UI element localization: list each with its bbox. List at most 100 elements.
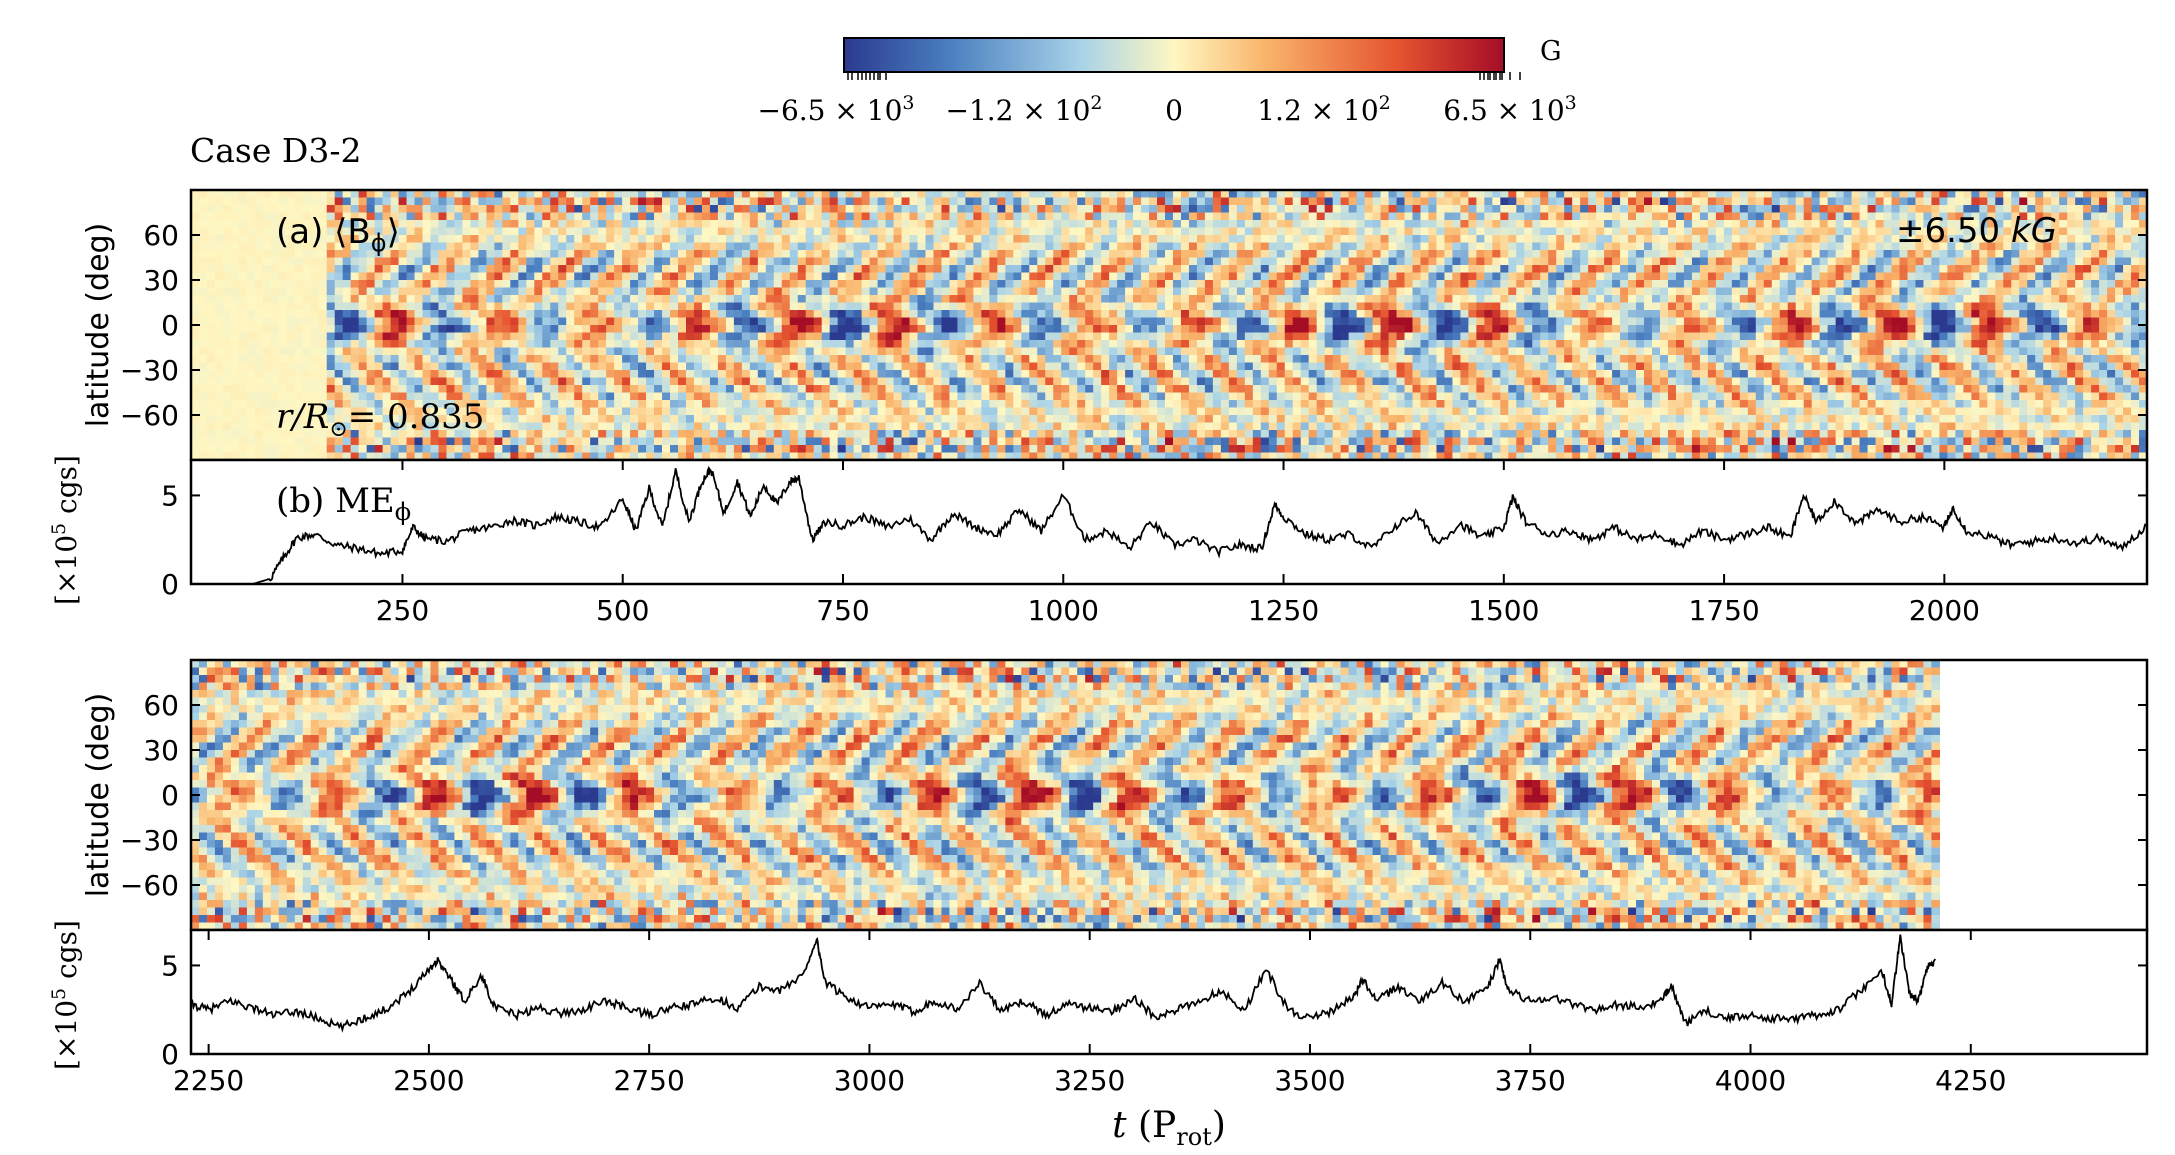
heatmap-cell <box>1133 377 1142 386</box>
heatmap-cell <box>989 355 998 364</box>
heatmap-cell <box>1188 220 1198 229</box>
heatmap-cell <box>853 445 863 454</box>
heatmap-cell <box>853 302 863 311</box>
heatmap-cell <box>989 385 998 394</box>
heatmap-cell <box>518 227 527 236</box>
heatmap-cell <box>550 392 559 401</box>
heatmap-cell <box>638 400 647 409</box>
heatmap-cell <box>1236 362 1246 371</box>
heatmap-cell <box>781 287 791 296</box>
heatmap-cell <box>542 235 551 244</box>
heatmap-cell <box>390 332 400 341</box>
heatmap-cell <box>981 197 990 206</box>
heatmap-cell <box>566 197 575 206</box>
heatmap-cell <box>853 265 863 274</box>
heatmap-cell <box>494 355 503 364</box>
heatmap-cell <box>414 430 424 439</box>
heatmap-cell <box>294 257 304 266</box>
heatmap-cell <box>837 235 847 244</box>
heatmap-cell <box>1117 362 1126 371</box>
heatmap-cell <box>1284 257 1294 266</box>
heatmap-cell <box>757 392 767 401</box>
heatmap-cell <box>294 205 304 214</box>
heatmap-cell <box>310 257 320 266</box>
heatmap-cell <box>877 197 887 206</box>
heatmap-cell <box>773 295 783 304</box>
heatmap-cell <box>446 407 456 416</box>
heatmap-cell <box>1252 205 1262 214</box>
heatmap-cell <box>510 257 519 266</box>
heatmap-cell <box>670 197 679 206</box>
heatmap-cell <box>574 265 583 274</box>
heatmap-cell <box>1005 415 1014 424</box>
heatmap-cell <box>869 437 879 446</box>
heatmap-cell <box>1077 392 1086 401</box>
heatmap-cell <box>630 340 639 349</box>
heatmap-cell <box>470 385 480 394</box>
heatmap-cell <box>949 317 959 326</box>
heatmap-cell <box>358 220 368 229</box>
heatmap-cell <box>230 422 240 431</box>
heatmap-cell <box>1220 272 1230 281</box>
heatmap-cell <box>741 452 751 460</box>
heatmap-cell <box>294 302 304 311</box>
heatmap-cell <box>781 392 791 401</box>
heatmap-cell <box>885 452 895 460</box>
heatmap-cell <box>622 205 631 214</box>
heatmap-cell <box>630 280 639 289</box>
heatmap-cell <box>574 385 583 394</box>
heatmap-cell <box>278 400 288 409</box>
heatmap-cell <box>765 242 775 251</box>
heatmap-cell <box>821 220 831 229</box>
heatmap-cell <box>1013 272 1022 281</box>
heatmap-cell <box>1172 332 1182 341</box>
heatmap-cell <box>1157 310 1166 319</box>
heatmap-cell <box>510 415 519 424</box>
heatmap-cell <box>1157 415 1166 424</box>
heatmap-cell <box>678 302 687 311</box>
heatmap-cell <box>630 302 639 311</box>
heatmap-cell <box>262 227 272 236</box>
colorbar-ticks <box>847 72 1521 80</box>
heatmap-cell <box>1077 377 1086 386</box>
heatmap-cell <box>550 227 559 236</box>
heatmap-cell <box>829 400 839 409</box>
heatmap-cell <box>765 362 775 371</box>
heatmap-cell <box>813 370 823 379</box>
heatmap-cell <box>805 445 815 454</box>
heatmap-cell <box>262 235 272 244</box>
heatmap-cell <box>925 422 935 431</box>
heatmap-cell <box>286 242 296 251</box>
heatmap-cell <box>566 190 575 199</box>
heatmap-cell <box>853 437 863 446</box>
heatmap-cell <box>1180 422 1190 431</box>
heatmap-cell <box>877 415 887 424</box>
heatmap-cell <box>837 317 847 326</box>
heatmap-cell <box>1093 220 1102 229</box>
heatmap-cell <box>853 250 863 259</box>
heatmap-cell <box>1029 257 1038 266</box>
heatmap-cell <box>701 205 711 214</box>
heatmap-cell <box>1037 265 1046 274</box>
heatmap-cell <box>1109 377 1118 386</box>
heatmap-cell <box>191 400 200 409</box>
heatmap-cell <box>757 355 767 364</box>
heatmap-cell <box>749 265 759 274</box>
heatmap-cell <box>254 400 264 409</box>
heatmap-cell <box>1021 422 1030 431</box>
heatmap-cell <box>1085 407 1094 416</box>
heatmap-cell <box>574 377 583 386</box>
heatmap-cell <box>869 362 879 371</box>
heatmap-cell <box>989 317 998 326</box>
heatmap-cell <box>685 265 695 274</box>
heatmap-cell <box>550 212 559 221</box>
heatmap-cell <box>885 302 895 311</box>
heatmap-cell <box>821 340 831 349</box>
heatmap-cell <box>478 317 487 326</box>
heatmap-cell <box>414 400 424 409</box>
heatmap-cell <box>1172 392 1182 401</box>
heatmap-cell <box>230 272 240 281</box>
heatmap-cell <box>1157 257 1166 266</box>
heatmap-cell <box>821 302 831 311</box>
heatmap-cell <box>270 190 280 199</box>
